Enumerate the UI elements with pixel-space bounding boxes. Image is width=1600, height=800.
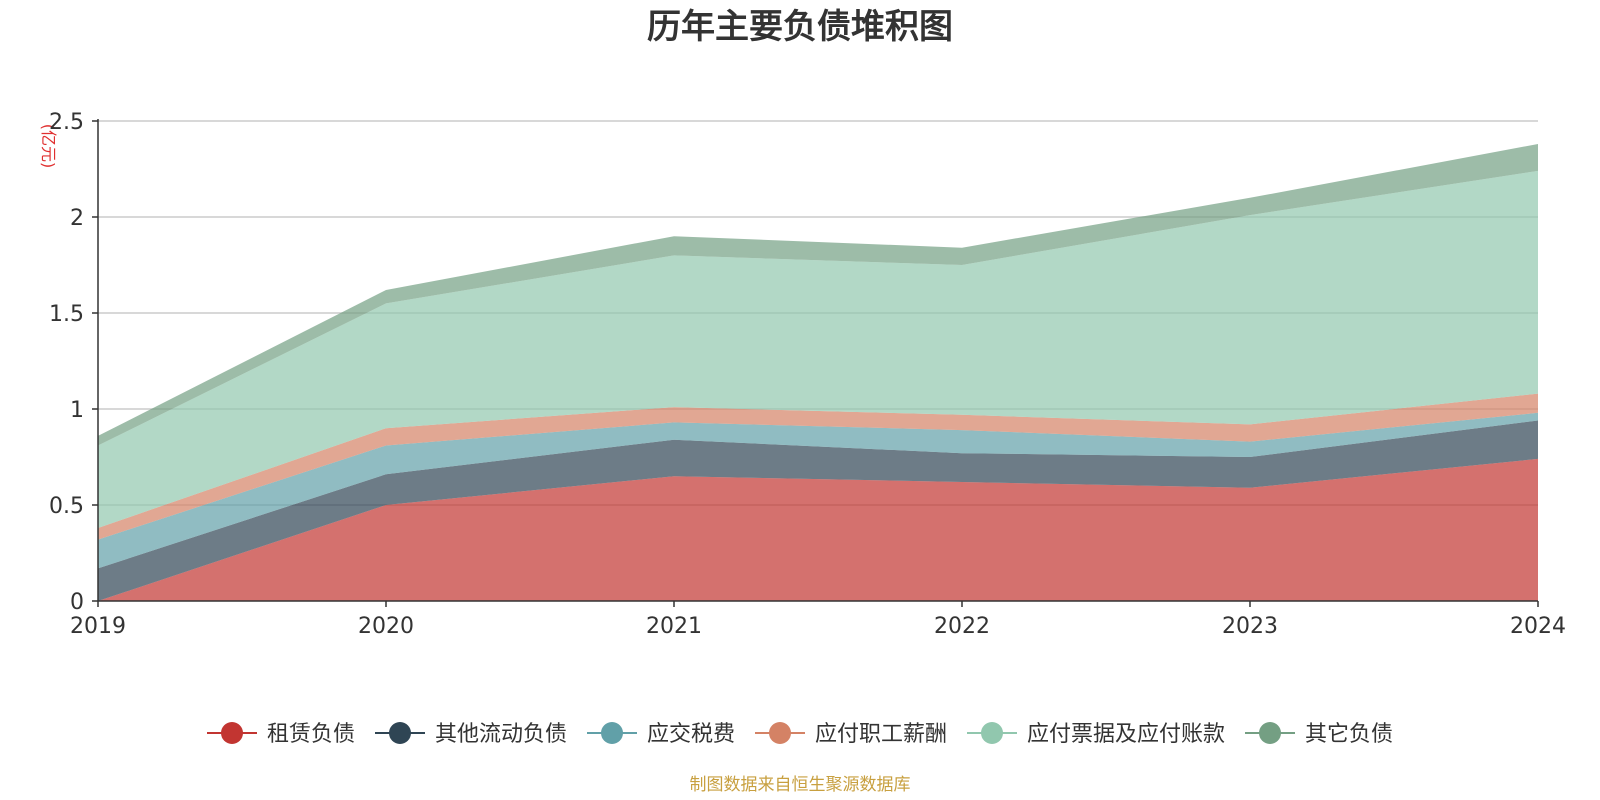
y-tick-label: 2.5 <box>49 110 84 135</box>
legend-dot-marker <box>601 722 623 744</box>
y-tick-label: 1.5 <box>49 302 84 327</box>
stacked-areas <box>98 144 1538 601</box>
y-tick-label: 0.5 <box>49 494 84 519</box>
legend-label: 应交税费 <box>647 722 735 747</box>
area-series <box>98 458 1538 601</box>
area-series <box>98 393 1538 540</box>
legend-item[interactable]: 租赁负债 <box>207 722 355 747</box>
y-tick-label: 2 <box>70 206 84 231</box>
legend-dot-marker <box>221 722 243 744</box>
x-tick-label: 2022 <box>934 614 990 639</box>
axes: 0 0.5 1 1.5 2 2.5 2019 2020 2021 2022 2023 2024 <box>49 110 1566 639</box>
chart-title: 历年主要负债堆积图 <box>647 7 953 47</box>
x-tick-label: 2020 <box>358 614 414 639</box>
y-tick-label: 1 <box>70 398 84 423</box>
legend-dot-marker <box>1259 722 1281 744</box>
y-tick-label: 0 <box>70 590 84 615</box>
x-tick-label: 2019 <box>70 614 126 639</box>
legend-label: 应付职工薪酬 <box>815 722 947 747</box>
legend-item[interactable]: 其他流动负债 <box>375 722 567 747</box>
y-axis-unit-label: (亿元) <box>39 124 58 169</box>
legend-label: 租赁负债 <box>267 722 355 747</box>
legend-dot-marker <box>389 722 411 744</box>
legend-label: 其它负债 <box>1305 722 1393 747</box>
legend-dot-marker <box>769 722 791 744</box>
legend-label: 其他流动负债 <box>435 722 567 747</box>
legend-item[interactable]: 应交税费 <box>587 722 735 747</box>
area-series <box>98 170 1538 528</box>
source-note: 制图数据来自恒生聚源数据库 <box>690 775 911 795</box>
legend-item[interactable]: 应付票据及应付账款 <box>967 722 1225 747</box>
x-tick-label: 2023 <box>1222 614 1278 639</box>
legend-item[interactable]: 应付职工薪酬 <box>755 722 947 747</box>
legend: 租赁负债 其他流动负债 应交税费 应付职工薪酬 应付票据及应付账款 其它负债 <box>207 722 1393 747</box>
area-series <box>98 412 1538 569</box>
x-tick-label: 2024 <box>1510 614 1566 639</box>
legend-dot-marker <box>981 722 1003 744</box>
x-tick-label: 2021 <box>646 614 702 639</box>
area-series <box>98 420 1538 601</box>
legend-item[interactable]: 其它负债 <box>1245 722 1393 747</box>
area-series <box>98 144 1538 446</box>
legend-label: 应付票据及应付账款 <box>1027 722 1225 747</box>
